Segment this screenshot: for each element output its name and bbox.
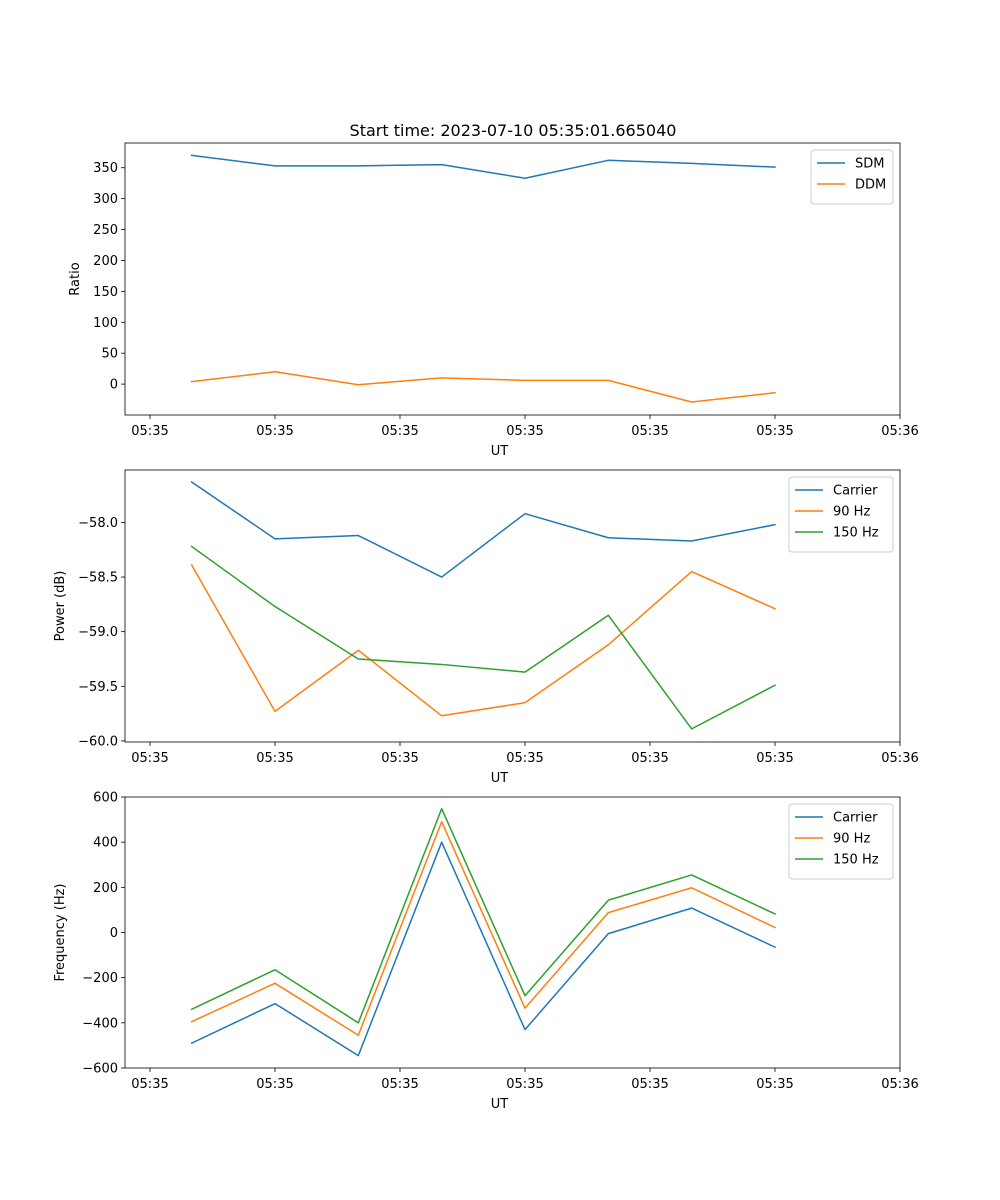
- legend-entry: Carrier: [833, 811, 878, 826]
- legend-entry: 150 Hz: [833, 853, 879, 868]
- series-line-90-hz: [190, 564, 776, 717]
- series-line-150-hz: [190, 807, 776, 1024]
- x-axis-label: UT: [491, 1097, 509, 1112]
- legend-box: [788, 803, 894, 880]
- y-tick-label: 100: [93, 316, 118, 331]
- y-tick-label: 300: [93, 192, 118, 207]
- legend-box: [788, 476, 894, 553]
- x-tick-label: 05:35: [131, 751, 168, 766]
- series-line-150-hz: [190, 545, 777, 730]
- x-tick-label: 05:35: [756, 424, 793, 439]
- y-tick-label: −58.0: [78, 516, 118, 531]
- x-tick-label: 05:35: [131, 1077, 168, 1092]
- y-axis-label: Power (dB): [53, 571, 68, 642]
- chart-panel-1: 05:35 05:35 05:35 05:35 05:35 05:35 05:36 0 50 10…: [68, 142, 919, 459]
- x-tick-label: 05:35: [631, 1077, 668, 1092]
- x-tick-label: 05:35: [756, 1077, 793, 1092]
- chart-panel-3: 05:35 05:35 05:35 05:35 05:35 05:35 05:36 −600 −…: [53, 791, 919, 1113]
- x-axis-label: UT: [491, 444, 509, 459]
- legend: Carrier 90 Hz 150 Hz: [788, 803, 894, 880]
- x-tick-label: 05:35: [506, 1077, 543, 1092]
- legend-entry: 150 Hz: [833, 526, 879, 541]
- y-tick-label: 0: [110, 926, 118, 941]
- x-tick-label: 05:36: [881, 751, 918, 766]
- y-tick-label: −400: [82, 1016, 118, 1031]
- y-tick-label: 250: [93, 223, 118, 238]
- chart-panel-2: 05:35 05:35 05:35 05:35 05:35 05:35 05:36 −60.0…: [53, 469, 919, 786]
- y-tick-label: 400: [93, 836, 118, 851]
- x-tick-label: 05:36: [881, 424, 918, 439]
- x-axis-label: UT: [491, 771, 509, 786]
- y-tick-label: 200: [93, 254, 118, 269]
- axes-frame: [124, 469, 901, 743]
- x-tick-label: 05:35: [256, 424, 293, 439]
- y-tick-label: 150: [93, 285, 118, 300]
- y-tick-label: 600: [93, 791, 118, 806]
- x-tick-label: 05:35: [631, 424, 668, 439]
- legend-entry: SDM: [855, 157, 884, 172]
- y-tick-label: −600: [82, 1062, 118, 1077]
- axes-frame: [124, 142, 901, 416]
- legend-entry: DDM: [855, 178, 886, 193]
- legend-entry: Carrier: [833, 484, 878, 499]
- series-line-ddm: [190, 370, 776, 403]
- series-line-90-hz: [190, 821, 776, 1036]
- x-tick-label: 05:35: [256, 1077, 293, 1092]
- legend-entry: 90 Hz: [833, 832, 870, 847]
- series-line-carrier: [190, 841, 776, 1057]
- series-line-sdm: [190, 154, 776, 179]
- y-tick-label: −200: [82, 971, 118, 986]
- x-tick-label: 05:35: [506, 424, 543, 439]
- chart-title: Start time: 2023-07-10 05:35:01.665040: [350, 121, 677, 140]
- x-tick-label: 05:35: [256, 751, 293, 766]
- chart-panels: 05:35 05:35 05:35 05:35 05:35 05:35 05:36 0 50 10…: [53, 142, 919, 1113]
- y-tick-label: 350: [93, 161, 118, 176]
- y-tick-label: −59.5: [78, 680, 118, 695]
- legend: SDM DDM: [810, 149, 894, 205]
- y-axis-label: Ratio: [68, 262, 83, 295]
- series-line-carrier: [190, 480, 776, 578]
- x-tick-label: 05:36: [881, 1077, 918, 1092]
- legend: Carrier 90 Hz 150 Hz: [788, 476, 894, 553]
- x-tick-label: 05:35: [381, 424, 418, 439]
- y-tick-label: 200: [93, 881, 118, 896]
- y-tick-label: 50: [101, 347, 118, 362]
- x-tick-label: 05:35: [381, 751, 418, 766]
- x-tick-label: 05:35: [756, 751, 793, 766]
- y-tick-label: −59.0: [78, 625, 118, 640]
- y-tick-label: 0: [110, 378, 118, 393]
- y-axis-label: Frequency (Hz): [53, 883, 68, 981]
- x-tick-label: 05:35: [131, 424, 168, 439]
- x-tick-label: 05:35: [381, 1077, 418, 1092]
- y-tick-label: −58.5: [78, 571, 118, 586]
- x-tick-label: 05:35: [631, 751, 668, 766]
- y-tick-label: −60.0: [78, 734, 118, 749]
- x-tick-label: 05:35: [506, 751, 543, 766]
- legend-entry: 90 Hz: [833, 505, 870, 520]
